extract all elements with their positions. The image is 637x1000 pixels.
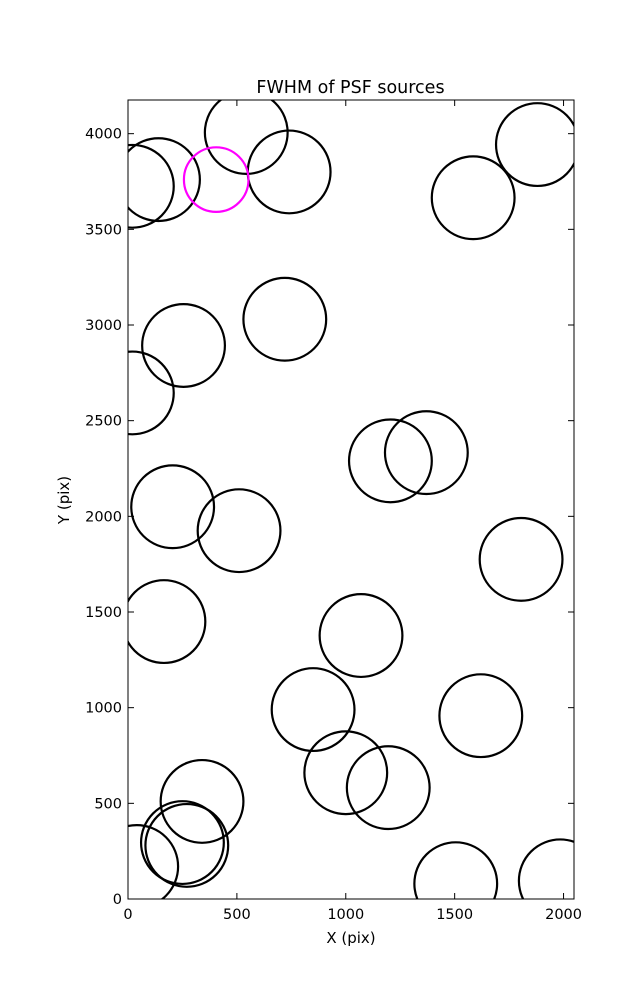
- y-tick-label: 2000: [85, 509, 122, 525]
- source-circle: [128, 143, 175, 229]
- source-circle: [128, 350, 175, 436]
- chart-title: FWHM of PSF sources: [256, 78, 444, 98]
- source-circle: [478, 516, 564, 602]
- source-circle: [494, 102, 574, 188]
- x-tick-label: 1000: [327, 907, 364, 923]
- x-axis-label: X (pix): [326, 929, 375, 947]
- y-axis-label: Y (pix): [55, 476, 73, 525]
- source-circle: [347, 418, 433, 504]
- y-tick-label: 1500: [85, 605, 122, 621]
- plot-frame: [127, 99, 575, 900]
- source-circle: [438, 673, 524, 759]
- source-circle: [130, 464, 216, 550]
- source-circle: [141, 303, 227, 388]
- y-tick-label: 1000: [85, 701, 122, 717]
- y-tick-label: 0: [113, 892, 122, 908]
- source-circles: [128, 100, 574, 899]
- source-circle: [303, 730, 389, 816]
- source-circle: [139, 800, 225, 886]
- source-circle: [430, 155, 516, 241]
- highlighted-source-circle: [182, 146, 250, 213]
- source-circle: [383, 410, 469, 496]
- source-circle: [345, 745, 431, 831]
- x-tick-label: 1500: [436, 907, 473, 923]
- source-circle: [318, 593, 404, 679]
- source-circle: [270, 667, 356, 753]
- source-circle: [144, 802, 230, 888]
- y-tick-label: 4000: [85, 127, 122, 143]
- y-tick-label: 3000: [85, 318, 122, 334]
- x-tick-label: 0: [123, 907, 132, 923]
- source-circle: [203, 100, 289, 175]
- source-circle: [128, 824, 180, 899]
- source-circle: [242, 276, 328, 362]
- source-circle: [517, 838, 574, 899]
- source-circle: [159, 758, 245, 844]
- source-circle: [128, 579, 207, 665]
- source-circle: [196, 488, 282, 574]
- y-tick-label: 500: [94, 796, 122, 812]
- source-circle: [128, 137, 201, 223]
- x-tick-label: 500: [223, 907, 251, 923]
- y-tick-label: 3500: [85, 222, 122, 238]
- y-tick-label: 2500: [85, 414, 122, 430]
- source-circle: [413, 841, 499, 899]
- axis-ticks: 0 500 1000 1500 2000 0 500 1000 1500 2000 2500 3000…: [85, 100, 582, 923]
- x-tick-label: 2000: [545, 907, 582, 923]
